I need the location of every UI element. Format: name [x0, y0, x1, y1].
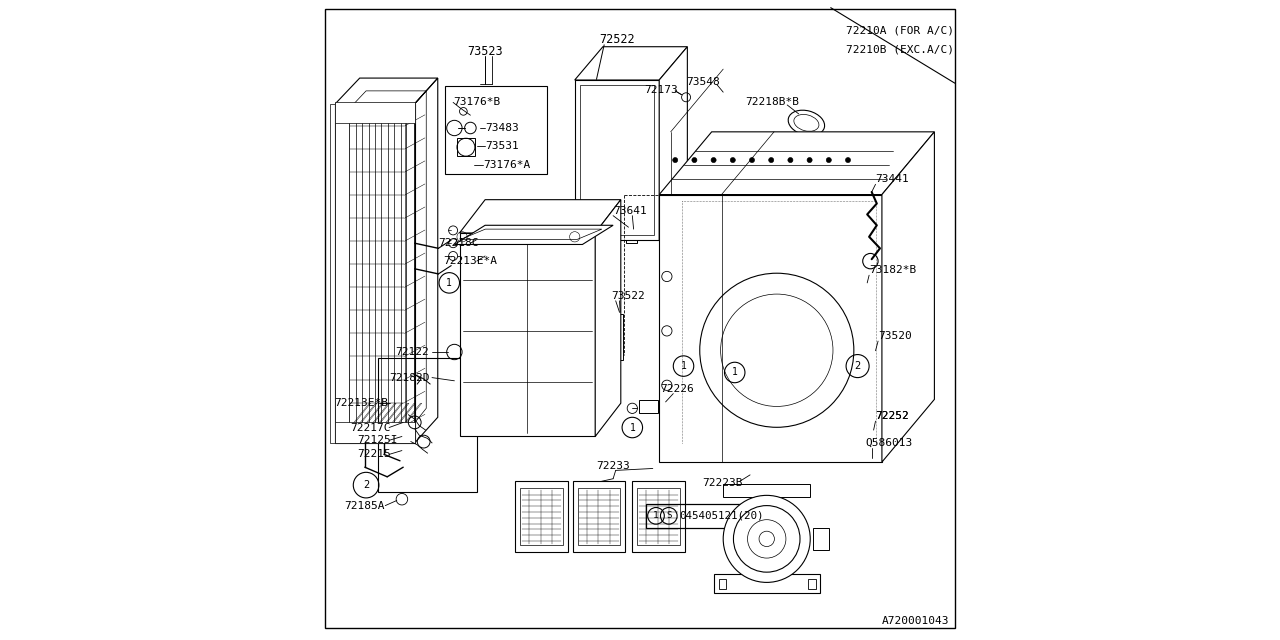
- Text: 2: 2: [855, 361, 860, 371]
- Bar: [626, 229, 637, 243]
- Circle shape: [759, 531, 774, 547]
- Bar: [573, 481, 625, 552]
- Text: 1: 1: [447, 278, 452, 288]
- Text: A720001043: A720001043: [882, 616, 950, 626]
- Text: 73441: 73441: [876, 174, 909, 184]
- Bar: [809, 579, 817, 589]
- Text: 72218C: 72218C: [438, 238, 479, 248]
- Text: S: S: [666, 511, 672, 520]
- Bar: [698, 165, 730, 183]
- Circle shape: [723, 495, 810, 582]
- Circle shape: [769, 157, 774, 163]
- Text: 72210B (EXC.A/C): 72210B (EXC.A/C): [846, 45, 954, 55]
- Text: 2: 2: [364, 480, 369, 490]
- Text: 72122: 72122: [396, 347, 429, 357]
- Polygon shape: [659, 47, 687, 240]
- Polygon shape: [335, 102, 415, 123]
- Circle shape: [692, 157, 698, 163]
- Text: 045405121(20): 045405121(20): [680, 511, 764, 521]
- Bar: [617, 314, 623, 360]
- Text: 72233: 72233: [596, 461, 630, 471]
- Polygon shape: [882, 132, 934, 462]
- Bar: [723, 484, 809, 497]
- Circle shape: [750, 157, 755, 163]
- Text: 73531: 73531: [485, 141, 518, 151]
- Text: 72218B*B: 72218B*B: [745, 97, 800, 108]
- Text: 72210A (FOR A/C): 72210A (FOR A/C): [846, 26, 954, 36]
- Bar: [632, 481, 685, 552]
- Text: 72213E*A: 72213E*A: [444, 256, 498, 266]
- Polygon shape: [335, 422, 415, 443]
- Text: 73523: 73523: [467, 45, 503, 58]
- Circle shape: [673, 157, 678, 163]
- Bar: [714, 574, 820, 593]
- Text: 72185A: 72185A: [344, 500, 385, 511]
- Polygon shape: [659, 195, 882, 462]
- Bar: [868, 429, 879, 442]
- Circle shape: [721, 294, 833, 406]
- Text: 73548: 73548: [686, 77, 719, 87]
- Text: 72522: 72522: [599, 33, 635, 46]
- Bar: [520, 488, 563, 545]
- Circle shape: [700, 273, 854, 428]
- Text: 73522: 73522: [612, 291, 645, 301]
- Bar: [445, 86, 548, 174]
- Text: 1: 1: [681, 361, 686, 371]
- Polygon shape: [580, 85, 654, 235]
- Bar: [671, 273, 681, 280]
- Circle shape: [788, 157, 794, 163]
- Text: Q586013: Q586013: [865, 438, 913, 448]
- Polygon shape: [659, 132, 934, 195]
- Text: 72213E*B: 72213E*B: [334, 398, 388, 408]
- Circle shape: [827, 157, 832, 163]
- Bar: [516, 481, 568, 552]
- Polygon shape: [454, 225, 613, 244]
- Text: 72223B: 72223B: [703, 478, 744, 488]
- Polygon shape: [575, 80, 659, 240]
- Text: 73483: 73483: [485, 123, 518, 133]
- Text: 72252: 72252: [876, 411, 909, 421]
- Circle shape: [846, 157, 850, 163]
- Bar: [639, 400, 658, 413]
- Bar: [719, 579, 727, 589]
- Text: 72217C: 72217C: [351, 422, 392, 433]
- Text: 72252: 72252: [876, 411, 909, 421]
- Text: 73641: 73641: [613, 206, 646, 216]
- Bar: [637, 488, 680, 545]
- Text: 73176*A: 73176*A: [484, 160, 530, 170]
- Text: 73176*B: 73176*B: [453, 97, 500, 108]
- Bar: [671, 327, 681, 335]
- Bar: [457, 138, 475, 156]
- Text: 72226: 72226: [660, 384, 694, 394]
- Text: 72182D: 72182D: [389, 372, 430, 383]
- Polygon shape: [460, 200, 621, 233]
- Polygon shape: [335, 104, 349, 443]
- Circle shape: [808, 157, 813, 163]
- Bar: [671, 381, 681, 389]
- Text: 72125I: 72125I: [357, 435, 398, 445]
- Bar: [813, 528, 829, 550]
- Bar: [749, 165, 781, 183]
- Bar: [378, 358, 477, 492]
- Text: 73520: 73520: [878, 331, 911, 341]
- Text: 1: 1: [630, 422, 635, 433]
- Circle shape: [730, 157, 735, 163]
- Circle shape: [712, 157, 717, 163]
- Polygon shape: [460, 233, 595, 436]
- Circle shape: [733, 506, 800, 572]
- Polygon shape: [575, 47, 687, 80]
- Text: 72173: 72173: [644, 84, 677, 95]
- Polygon shape: [595, 200, 621, 436]
- Text: 1: 1: [653, 511, 659, 520]
- Text: 1: 1: [732, 367, 737, 378]
- Bar: [579, 488, 621, 545]
- Text: 72215: 72215: [357, 449, 390, 460]
- Bar: [646, 504, 750, 528]
- Text: 73182*B: 73182*B: [869, 265, 916, 275]
- Circle shape: [748, 520, 786, 558]
